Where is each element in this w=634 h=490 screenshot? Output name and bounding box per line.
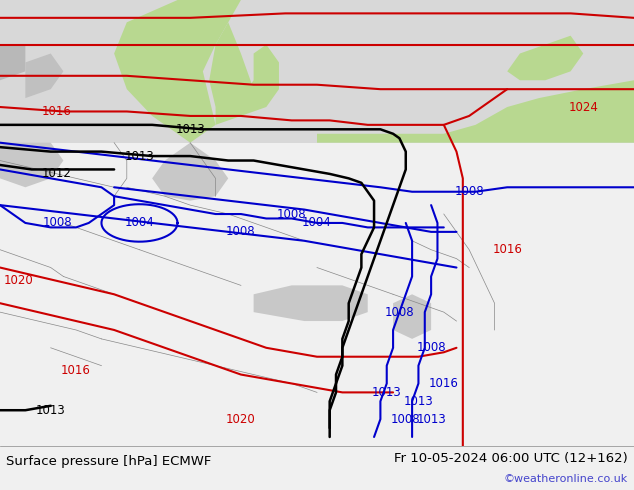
- Polygon shape: [317, 80, 634, 143]
- Text: 1016: 1016: [492, 243, 522, 256]
- Polygon shape: [241, 45, 279, 116]
- Text: 1008: 1008: [391, 413, 420, 426]
- Polygon shape: [393, 294, 431, 339]
- Text: 1013: 1013: [176, 123, 205, 136]
- Text: 1016: 1016: [429, 377, 459, 390]
- Text: Fr 10-05-2024 06:00 UTC (12+162): Fr 10-05-2024 06:00 UTC (12+162): [394, 452, 628, 465]
- Text: 1008: 1008: [417, 342, 446, 354]
- Text: 1008: 1008: [455, 185, 484, 198]
- Polygon shape: [152, 143, 228, 201]
- Text: 1013: 1013: [404, 395, 433, 408]
- Text: 1020: 1020: [226, 413, 256, 426]
- Text: 1013: 1013: [36, 404, 65, 416]
- Text: 1013: 1013: [125, 149, 154, 163]
- Text: ©weatheronline.co.uk: ©weatheronline.co.uk: [503, 474, 628, 484]
- Text: 1016: 1016: [61, 364, 91, 377]
- Text: 1004: 1004: [302, 217, 332, 229]
- Polygon shape: [114, 0, 241, 143]
- Text: 1024: 1024: [568, 100, 598, 114]
- Polygon shape: [209, 22, 254, 125]
- Text: 1013: 1013: [417, 413, 446, 426]
- Polygon shape: [254, 285, 368, 321]
- Text: 1012: 1012: [42, 168, 72, 180]
- Text: 1008: 1008: [226, 225, 256, 238]
- Text: 1004: 1004: [125, 217, 154, 229]
- Text: 1008: 1008: [42, 217, 72, 229]
- Text: 1008: 1008: [277, 208, 306, 220]
- Text: 1008: 1008: [385, 306, 414, 318]
- Text: 1013: 1013: [372, 386, 401, 399]
- Polygon shape: [0, 143, 63, 187]
- Text: 1016: 1016: [42, 105, 72, 118]
- Bar: [0, 0, 634, 143]
- Polygon shape: [0, 45, 25, 80]
- Polygon shape: [25, 53, 63, 98]
- Text: Surface pressure [hPa] ECMWF: Surface pressure [hPa] ECMWF: [6, 455, 212, 468]
- Polygon shape: [507, 36, 583, 80]
- Text: 1020: 1020: [4, 274, 34, 288]
